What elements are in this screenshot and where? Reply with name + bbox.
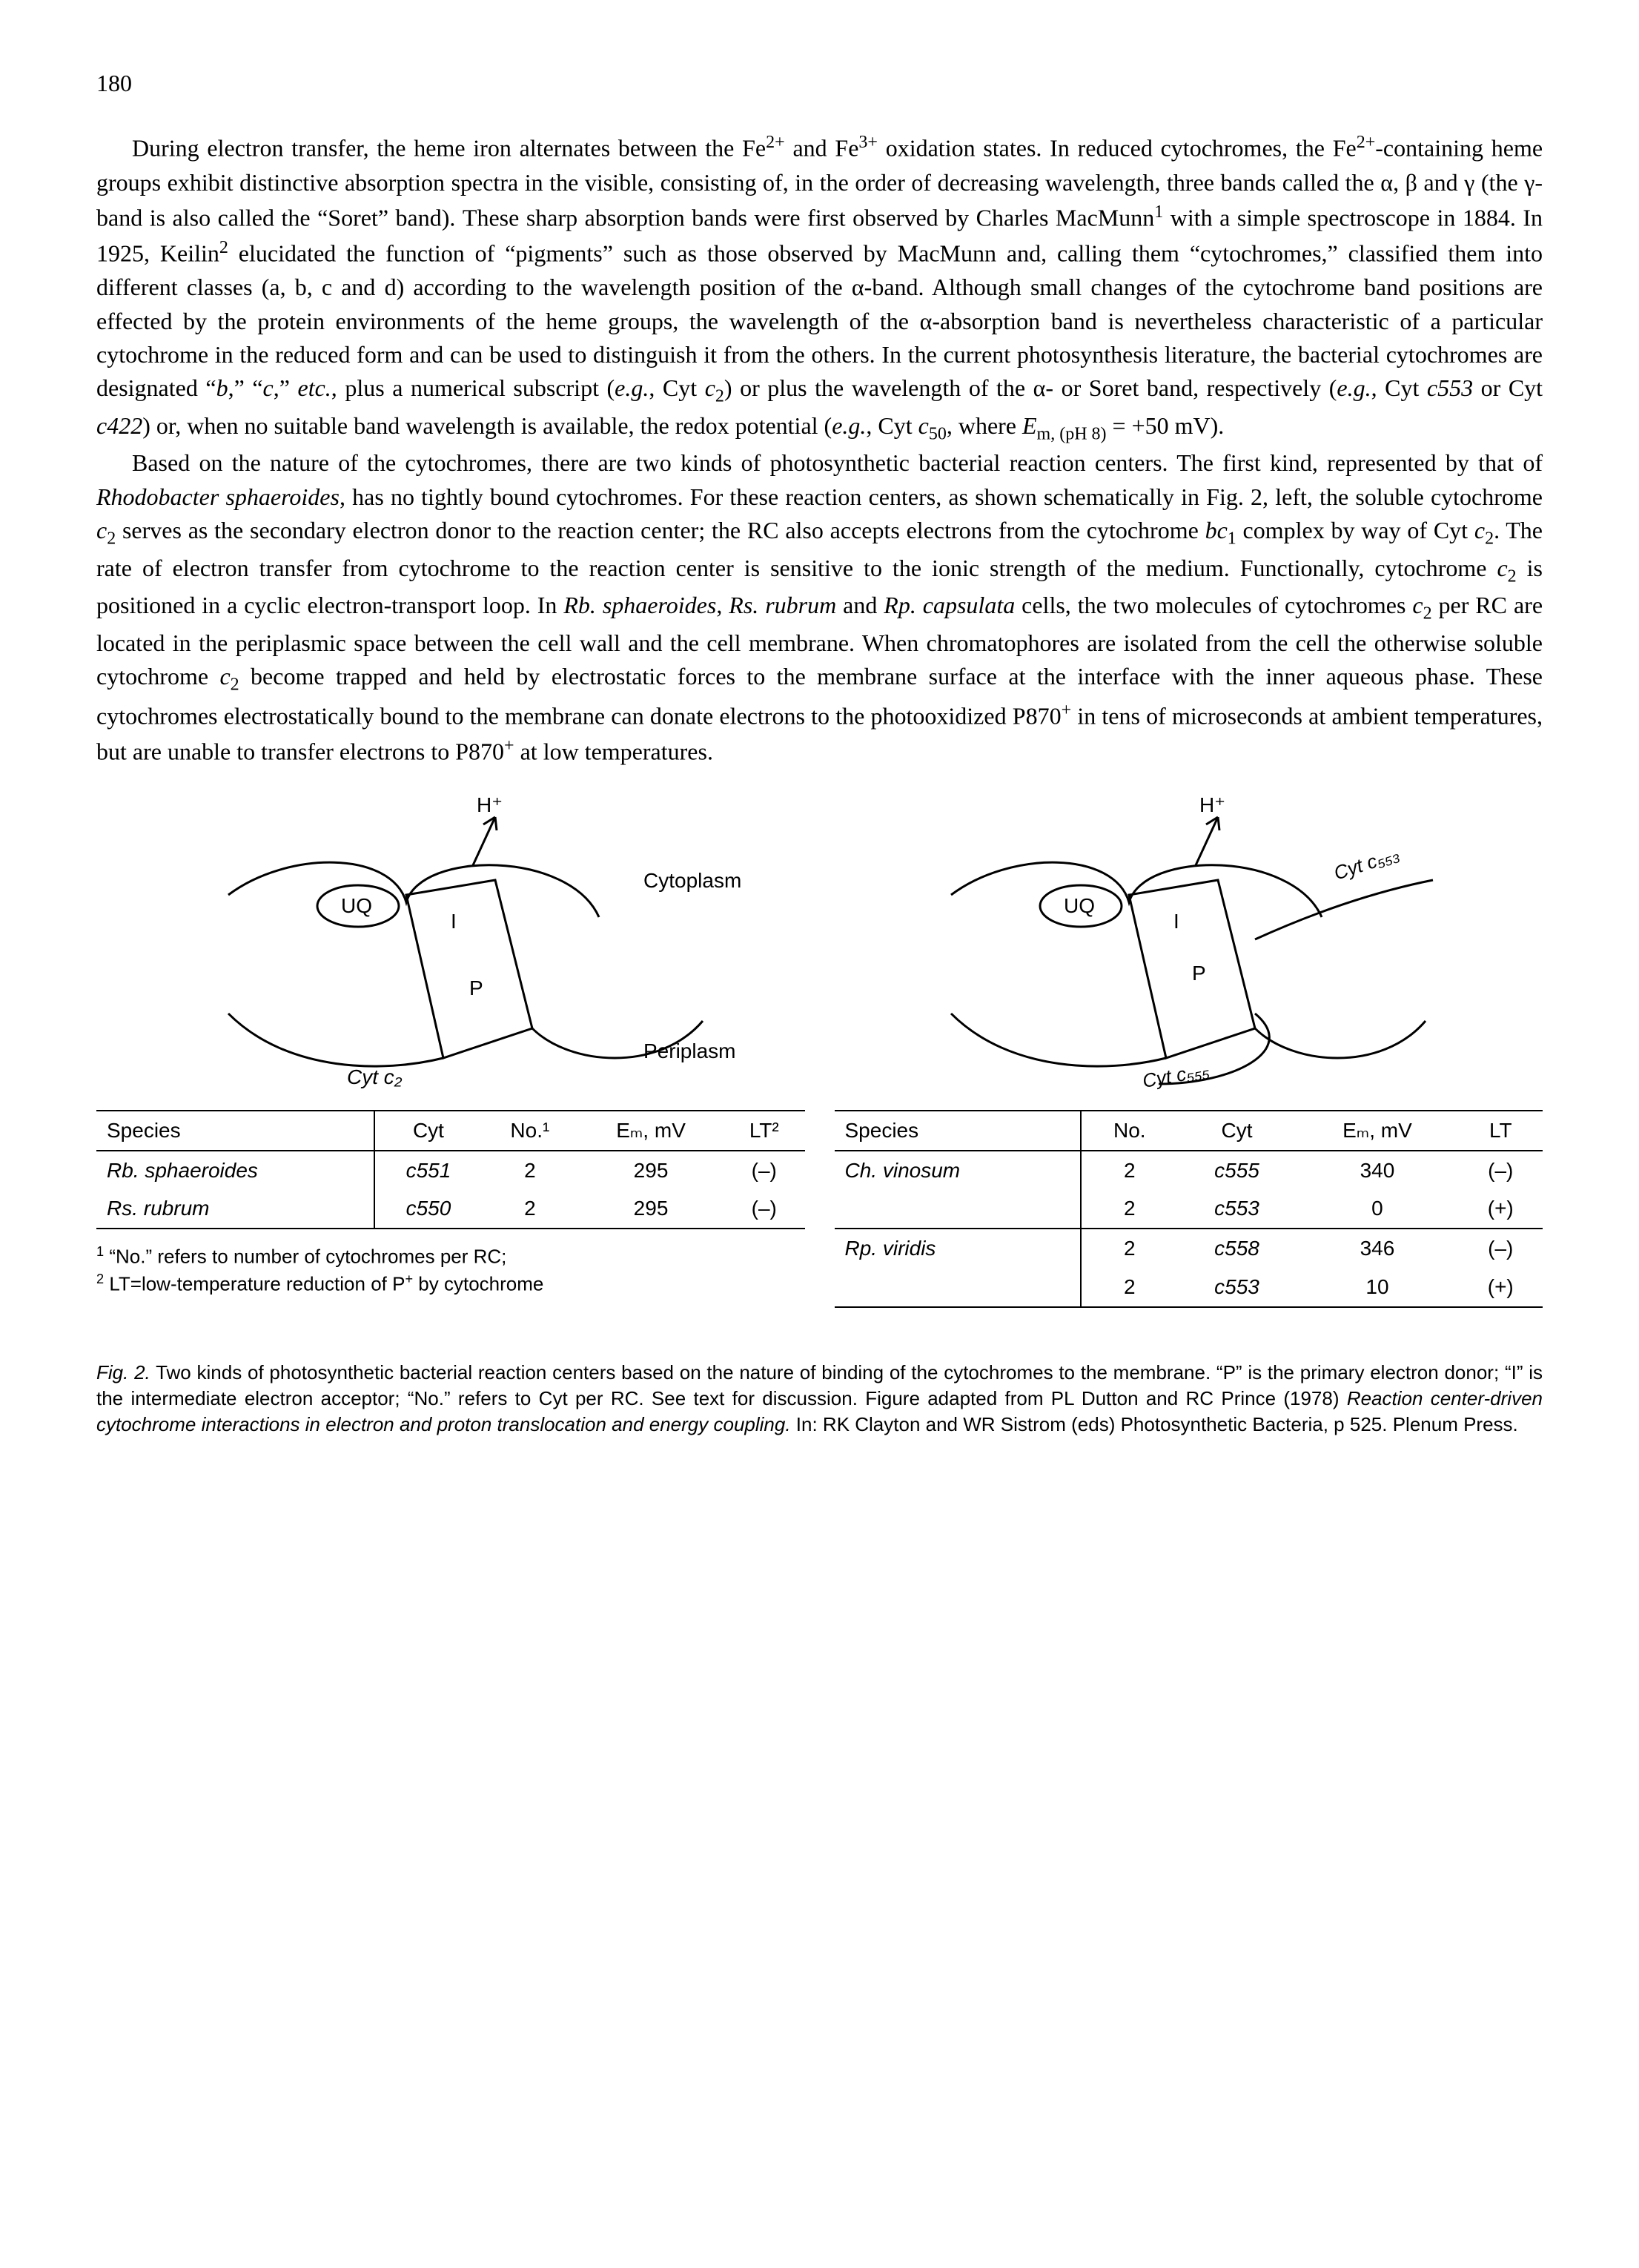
right-table-body: Ch. vinosum2c555340(–)2c5530(+)Rp. virid… [835,1151,1543,1307]
label-cytoplasm: Cytoplasm [643,869,741,892]
lt-col-lt: LT² [724,1111,804,1151]
label-periplasm: Periplasm [643,1039,735,1062]
label-h-plus: H⁺ [477,793,503,816]
label-i-r: I [1173,910,1179,933]
lt-col-no: No.¹ [482,1111,578,1151]
label-uq: UQ [341,894,372,917]
page-number: 180 [96,67,1543,100]
table-row: 2c55310(+) [835,1268,1543,1307]
rt-col-em: Eₘ, mV [1296,1111,1458,1151]
table-row: Rb. sphaeroidesc5512295(–) [96,1151,805,1190]
lt-col-em: Eₘ, mV [578,1111,724,1151]
diagram-left: H⁺ UQ I P Cyt c₂ Cytoplasm Periplasm [184,791,747,1102]
rt-col-lt: LT [1459,1111,1543,1151]
label-cyt-c555: Cyt c₅₅₅ [1141,1058,1211,1091]
table-row: Rp. viridis2c558346(–) [835,1229,1543,1268]
label-p-r: P [1192,962,1206,985]
figure-2: H⁺ UQ I P Cyt c₂ Cytoplasm Periplasm H⁺ … [96,791,1543,1438]
label-i: I [451,910,457,933]
footnote-2: 2 LT=low-temperature reduction of P+ by … [96,1270,805,1297]
figure-diagrams: H⁺ UQ I P Cyt c₂ Cytoplasm Periplasm H⁺ … [96,791,1543,1102]
paragraph-2: Based on the nature of the cytochromes, … [96,446,1543,768]
table-row: Ch. vinosum2c555340(–) [835,1151,1543,1190]
footnote-1: 1 “No.” refers to number of cytochromes … [96,1243,805,1270]
rt-col-no: No. [1081,1111,1178,1151]
table-row: 2c5530(+) [835,1189,1543,1229]
rt-col-cyt: Cyt [1178,1111,1297,1151]
lt-col-species: Species [96,1111,374,1151]
rt-col-species: Species [835,1111,1081,1151]
label-p: P [469,976,483,999]
label-cyt-c553: Cyt c₅₅₃ [1331,842,1402,884]
label-h-plus-r: H⁺ [1199,793,1225,816]
left-table: Species Cyt No.¹ Eₘ, mV LT² Rb. sphaeroi… [96,1110,805,1229]
diagram-right: H⁺ UQ I P Cyt c₅₅₃ Cyt c₅₅₅ [921,791,1455,1102]
table-row: Rs. rubrumc5502295(–) [96,1189,805,1229]
figure-tables: Species Cyt No.¹ Eₘ, mV LT² Rb. sphaeroi… [96,1110,1543,1308]
body-paragraphs: During electron transfer, the heme iron … [96,130,1543,768]
figure-caption: Fig. 2. Two kinds of photosynthetic bact… [96,1360,1543,1438]
label-uq-r: UQ [1064,894,1095,917]
paragraph-1: During electron transfer, the heme iron … [96,130,1543,446]
lt-col-cyt: Cyt [374,1111,482,1151]
table-footnotes: 1 “No.” refers to number of cytochromes … [96,1243,805,1297]
left-table-body: Rb. sphaeroidesc5512295(–)Rs. rubrumc550… [96,1151,805,1229]
label-cyt-c2: Cyt c₂ [347,1065,403,1088]
right-table: Species No. Cyt Eₘ, mV LT Ch. vinosum2c5… [835,1110,1543,1308]
